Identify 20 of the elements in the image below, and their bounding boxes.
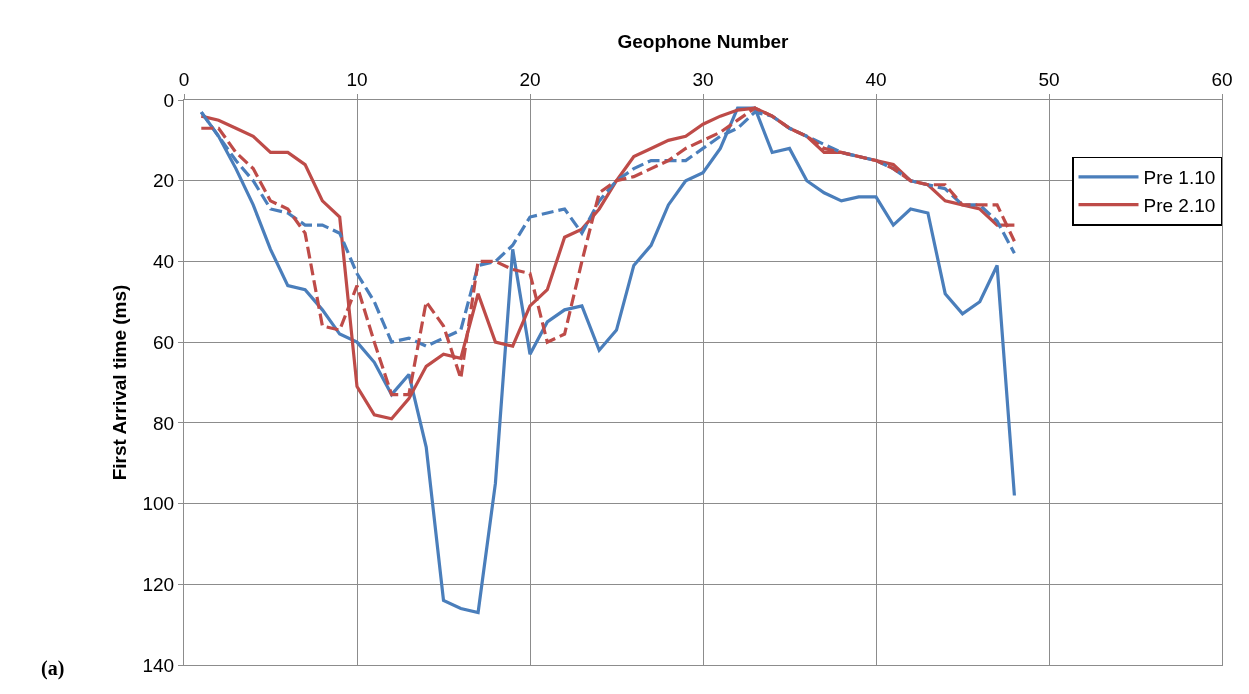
legend-label: Pre 2.10 (1143, 194, 1216, 216)
y-tick-label: 80 (153, 412, 175, 434)
text: (a) (41, 657, 65, 680)
y-axis-title: First Arrival time (ms) (109, 284, 131, 481)
x-tick-label: 60 (1211, 69, 1233, 91)
x-axis-title: Geophone Number (617, 31, 790, 53)
x-tick-label: 50 (1038, 69, 1060, 91)
y-tick-label: 0 (163, 89, 175, 111)
y-tick-label: 140 (142, 654, 175, 676)
y-tick-label: 40 (153, 251, 175, 273)
x-tick-label: 30 (692, 69, 714, 91)
x-tick-label: 40 (865, 69, 887, 91)
y-tick-label: 120 (142, 573, 175, 595)
x-tick-label: 20 (519, 69, 541, 91)
y-tick-label: 100 (142, 493, 175, 515)
x-tick-label: 0 (178, 69, 190, 91)
legend-label: Pre 1.10 (1143, 167, 1216, 189)
y-tick-label: 60 (153, 331, 175, 353)
y-tick-label: 20 (153, 170, 175, 192)
x-tick-label: 10 (346, 69, 368, 91)
